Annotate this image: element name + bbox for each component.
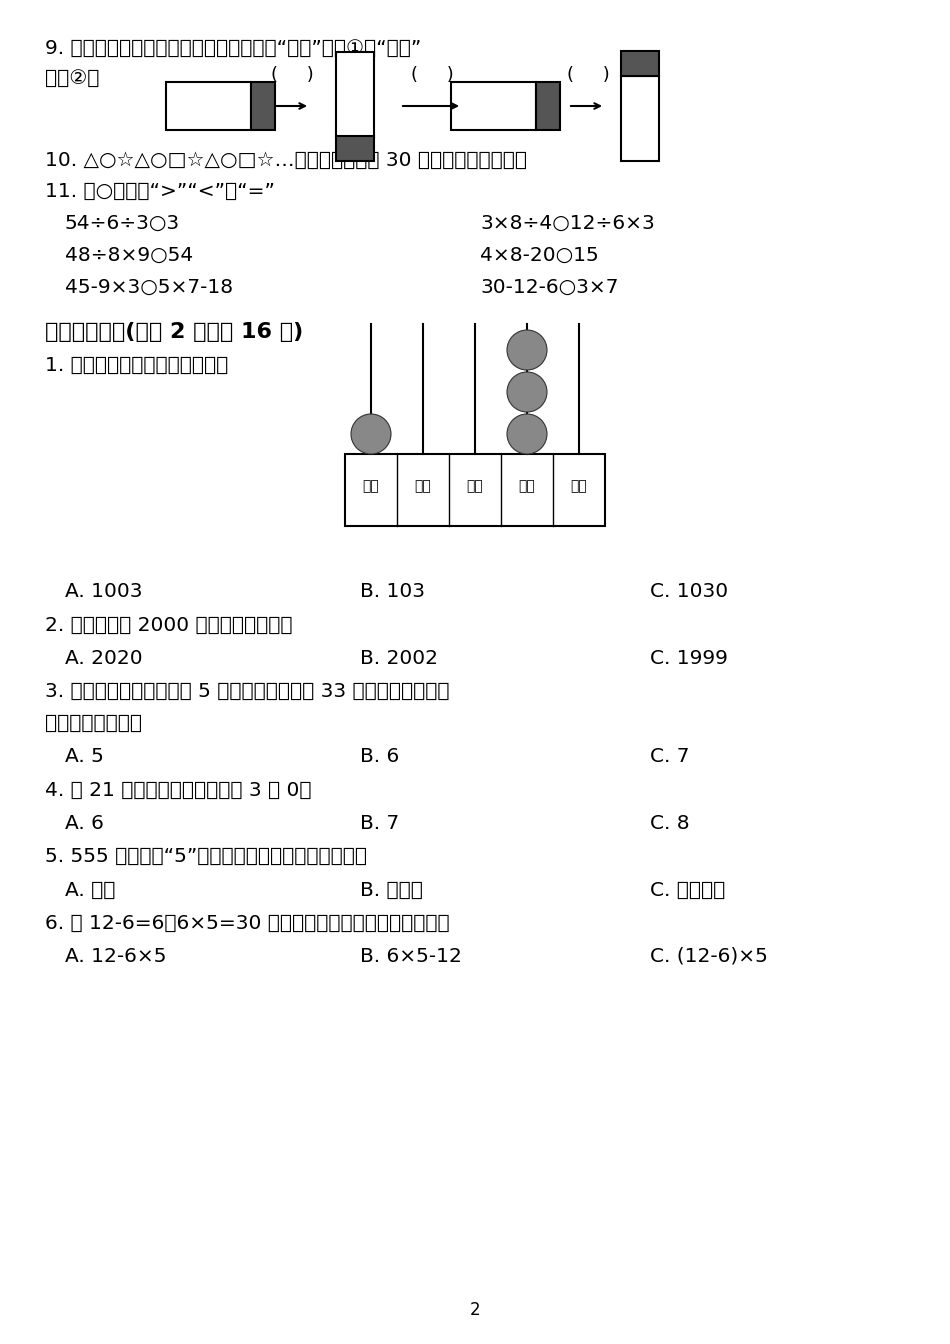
Text: 1. 右图所表示的数是（　　）。: 1. 右图所表示的数是（ ）。 [45, 356, 228, 375]
Text: 45-9×3○5×7-18: 45-9×3○5×7-18 [65, 278, 233, 297]
Text: B. 7: B. 7 [360, 814, 399, 833]
Text: A. 5: A. 5 [65, 747, 104, 766]
Text: 54÷6÷3○3: 54÷6÷3○3 [65, 214, 180, 233]
Text: A. 2020: A. 2020 [65, 649, 142, 668]
Bar [621, 75, 659, 160]
Text: 2: 2 [469, 1301, 481, 1318]
Text: 3×8÷4○12÷6×3: 3×8÷4○12÷6×3 [480, 214, 655, 233]
Text: 10. △○☆△○□☆△○□☆…依次排下去，第 30 个图形是（　　）。: 10. △○☆△○□☆△○□☆…依次排下去，第 30 个图形是（ ）。 [45, 151, 527, 169]
Text: 4×8-20○15: 4×8-20○15 [480, 246, 598, 265]
Text: 11. 在○里填上“>”“<”或“=”: 11. 在○里填上“>”“<”或“=” [45, 181, 275, 202]
Bar [450, 82, 536, 130]
Text: A. 相同: A. 相同 [65, 882, 115, 900]
Text: 5. 555 中的三个“5”表示的意义相同吗？（　　）。: 5. 555 中的三个“5”表示的意义相同吗？（ ）。 [45, 847, 367, 866]
Bar [621, 51, 659, 75]
Bar [251, 82, 275, 130]
Text: C. 7: C. 7 [650, 747, 690, 766]
Text: (     ): ( ) [410, 66, 453, 83]
Text: 6. 把 12-6=6，6×5=30 合并成一道综合算式是（　　）。: 6. 把 12-6=6，6×5=30 合并成一道综合算式是（ ）。 [45, 914, 449, 933]
Text: 百位: 百位 [466, 480, 484, 493]
Text: 万位: 万位 [363, 480, 379, 493]
Circle shape [507, 331, 547, 370]
Text: 30-12-6○3×7: 30-12-6○3×7 [480, 278, 618, 297]
Text: A. 12-6×5: A. 12-6×5 [65, 948, 166, 966]
Text: (     ): ( ) [271, 66, 314, 83]
Text: C. (12-6)×5: C. (12-6)×5 [650, 948, 768, 966]
Text: 4. 从 21 里面连续减（　　）个 3 得 0。: 4. 从 21 里面连续减（ ）个 3 得 0。 [45, 781, 312, 800]
Text: B. 2002: B. 2002 [360, 649, 438, 668]
Bar [336, 137, 374, 160]
Bar [165, 82, 251, 130]
Text: 千位: 千位 [414, 480, 431, 493]
Text: B. 103: B. 103 [360, 582, 425, 601]
Text: 十位: 十位 [519, 480, 536, 493]
Text: 填上②。: 填上②。 [45, 69, 100, 87]
Text: (     ): ( ) [566, 66, 609, 83]
Text: 9. 判断从前到后每次发生了怎样的变化？“平移”填上①，“旋转”: 9. 判断从前到后每次发生了怎样的变化？“平移”填上①，“旋转” [45, 39, 421, 58]
Circle shape [507, 414, 547, 454]
Bar [536, 82, 560, 130]
Text: 三、我会选。(每题 2 分，共 16 分): 三、我会选。(每题 2 分，共 16 分) [45, 323, 303, 341]
Text: 48÷8×9○54: 48÷8×9○54 [65, 246, 193, 265]
Text: B. 不相同: B. 不相同 [360, 882, 423, 900]
Text: C. 8: C. 8 [650, 814, 690, 833]
Bar [345, 454, 605, 526]
Circle shape [351, 414, 391, 454]
Text: C. 1030: C. 1030 [650, 582, 728, 601]
Text: A. 1003: A. 1003 [65, 582, 142, 601]
Text: 2. 下面最接近 2000 的数是（　　）。: 2. 下面最接近 2000 的数是（ ）。 [45, 616, 293, 634]
Circle shape [507, 372, 547, 413]
Text: B. 6: B. 6 [360, 747, 399, 766]
Text: C. 1999: C. 1999 [650, 649, 728, 668]
Bar [336, 51, 374, 137]
Text: 个位: 个位 [571, 480, 587, 493]
Text: A. 6: A. 6 [65, 814, 104, 833]
Text: 3. 一辆货车每次最多能运 5 吨货物，现要运完 33 吨货物，这辆货车: 3. 一辆货车每次最多能运 5 吨货物，现要运完 33 吨货物，这辆货车 [45, 681, 449, 702]
Text: C. 无法确定: C. 无法确定 [650, 882, 725, 900]
Text: B. 6×5-12: B. 6×5-12 [360, 948, 462, 966]
Text: 要运（　　）次。: 要运（ ）次。 [45, 714, 142, 732]
